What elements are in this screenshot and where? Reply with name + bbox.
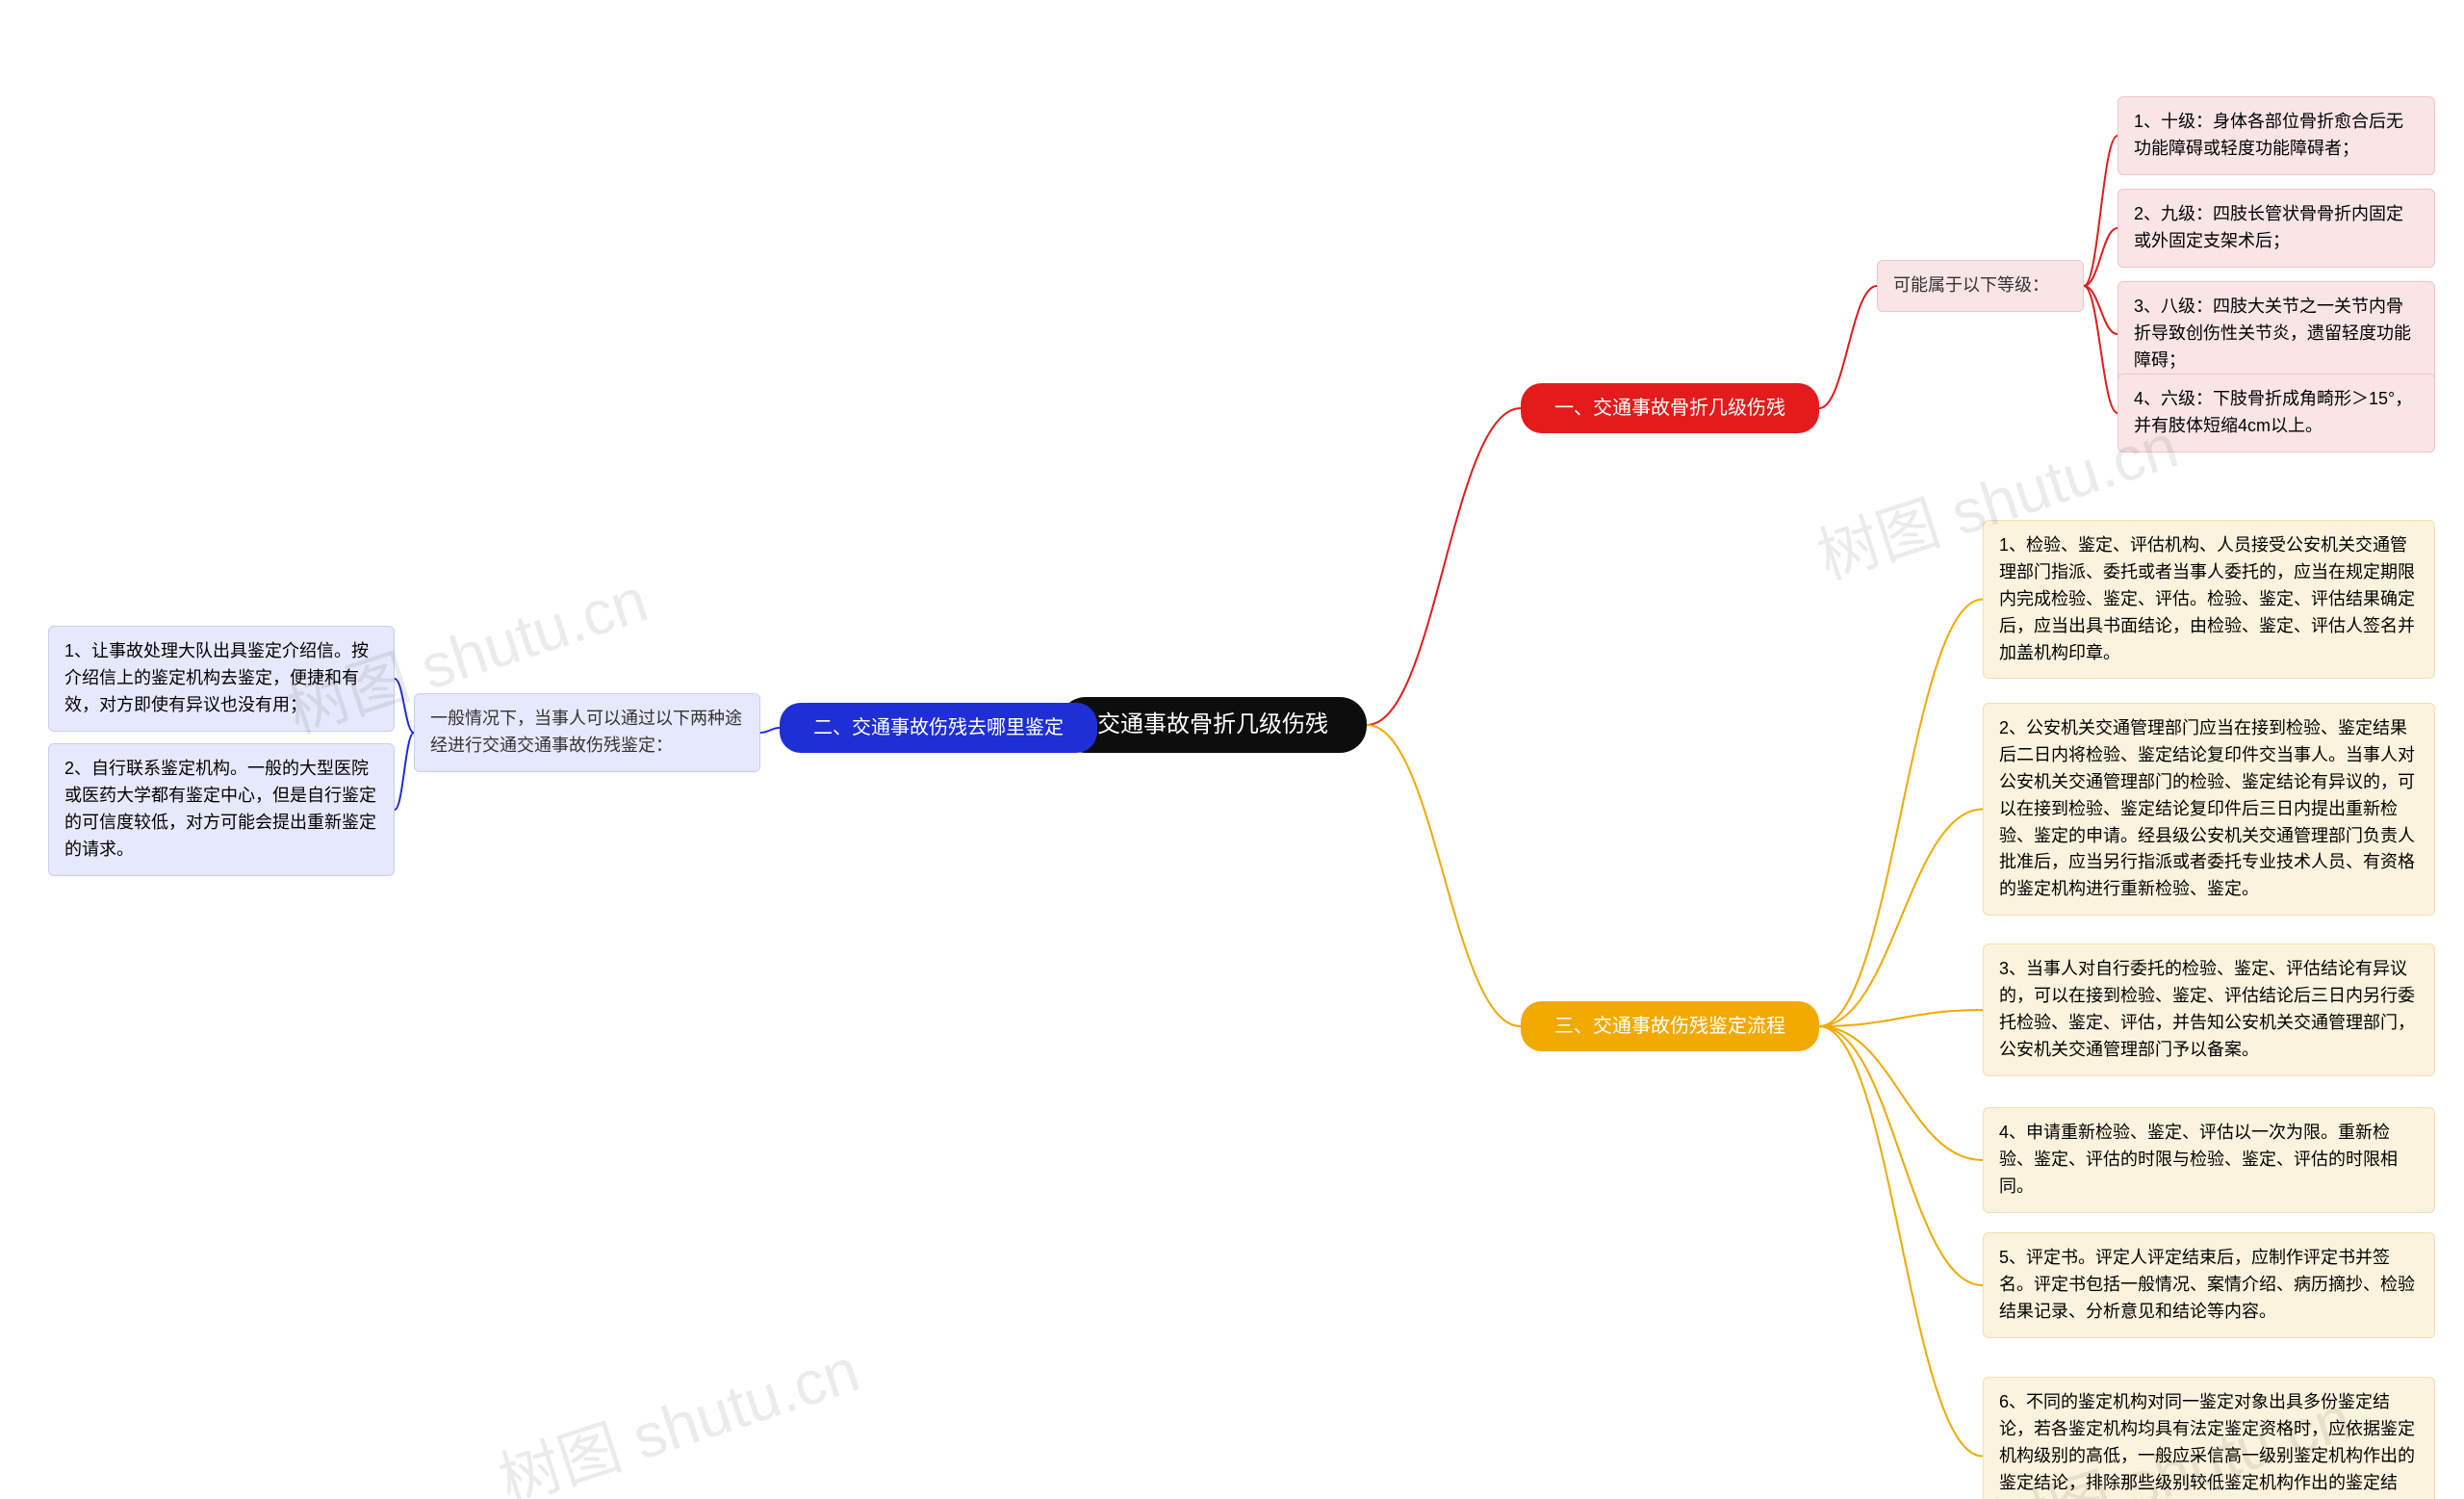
branch-1-node[interactable]: 一、交通事故骨折几级伤残 (1521, 383, 1819, 433)
branch-2-sub-node[interactable]: 一般情况下，当事人可以通过以下两种途经进行交通交通事故伤残鉴定： (414, 693, 760, 772)
leaf-text: 4、六级：下肢骨折成角畸形＞15°，并有肢体短缩4cm以上。 (2134, 389, 2412, 435)
branch-3-leaf-4[interactable]: 4、申请重新检验、鉴定、评估以一次为限。重新检验、鉴定、评估的时限与检验、鉴定、… (1983, 1107, 2435, 1213)
branch-3-node[interactable]: 三、交通事故伤残鉴定流程 (1521, 1001, 1819, 1051)
leaf-text: 1、十级：身体各部位骨折愈合后无功能障碍或轻度功能障碍者； (2134, 112, 2403, 158)
branch-2-leaf-2[interactable]: 2、自行联系鉴定机构。一般的大型医院或医药大学都有鉴定中心，但是自行鉴定的可信度… (48, 743, 395, 876)
branch-1-sub-label: 可能属于以下等级： (1893, 275, 2049, 295)
leaf-text: 5、评定书。评定人评定结束后，应制作评定书并签名。评定书包括一般情况、案情介绍、… (1999, 1248, 2415, 1321)
branch-1-leaf-4[interactable]: 4、六级：下肢骨折成角畸形＞15°，并有肢体短缩4cm以上。 (2118, 374, 2435, 452)
leaf-text: 2、自行联系鉴定机构。一般的大型医院或医药大学都有鉴定中心，但是自行鉴定的可信度… (64, 759, 376, 859)
branch-1-leaf-2[interactable]: 2、九级：四肢长管状骨骨折内固定或外固定支架术后； (2118, 189, 2435, 268)
leaf-text: 2、公安机关交通管理部门应当在接到检验、鉴定结果后二日内将检验、鉴定结论复印件交… (1999, 718, 2415, 898)
leaf-text: 6、不同的鉴定机构对同一鉴定对象出具多份鉴定结论，若各鉴定机构均具有法定鉴定资格… (1999, 1392, 2415, 1499)
branch-2-leaf-1[interactable]: 1、让事故处理大队出具鉴定介绍信。按介绍信上的鉴定机构去鉴定，便捷和有效，对方即… (48, 626, 395, 732)
leaf-text: 4、申请重新检验、鉴定、评估以一次为限。重新检验、鉴定、评估的时限与检验、鉴定、… (1999, 1123, 2398, 1196)
leaf-text: 1、检验、鉴定、评估机构、人员接受公安机关交通管理部门指派、委托或者当事人委托的… (1999, 535, 2415, 662)
branch-3-label: 三、交通事故伤残鉴定流程 (1554, 1011, 1785, 1042)
branch-3-leaf-1[interactable]: 1、检验、鉴定、评估机构、人员接受公安机关交通管理部门指派、委托或者当事人委托的… (1983, 520, 2435, 679)
leaf-text: 1、让事故处理大队出具鉴定介绍信。按介绍信上的鉴定机构去鉴定，便捷和有效，对方即… (64, 641, 369, 714)
branch-2-node[interactable]: 二、交通事故伤残去哪里鉴定 (780, 703, 1097, 753)
root-label: 交通事故骨折几级伤残 (1097, 707, 1328, 743)
branch-3-leaf-3[interactable]: 3、当事人对自行委托的检验、鉴定、评估结论有异议的，可以在接到检验、鉴定、评估结… (1983, 943, 2435, 1076)
watermark-text: 树图 shutu.cn (486, 1321, 868, 1499)
root-node[interactable]: 交通事故骨折几级伤残 (1059, 697, 1367, 753)
branch-3-leaf-5[interactable]: 5、评定书。评定人评定结束后，应制作评定书并签名。评定书包括一般情况、案情介绍、… (1983, 1232, 2435, 1338)
leaf-text: 2、九级：四肢长管状骨骨折内固定或外固定支架术后； (2134, 204, 2403, 250)
branch-3-leaf-2[interactable]: 2、公安机关交通管理部门应当在接到检验、鉴定结果后二日内将检验、鉴定结论复印件交… (1983, 703, 2435, 916)
branch-3-leaf-6[interactable]: 6、不同的鉴定机构对同一鉴定对象出具多份鉴定结论，若各鉴定机构均具有法定鉴定资格… (1983, 1377, 2435, 1499)
leaf-text: 3、八级：四肢大关节之一关节内骨折导致创伤性关节炎，遗留轻度功能障碍； (2134, 297, 2411, 370)
branch-1-label: 一、交通事故骨折几级伤残 (1554, 393, 1785, 424)
branch-2-sub-label: 一般情况下，当事人可以通过以下两种途经进行交通交通事故伤残鉴定： (430, 709, 742, 755)
leaf-text: 3、当事人对自行委托的检验、鉴定、评估结论有异议的，可以在接到检验、鉴定、评估结… (1999, 959, 2415, 1059)
branch-2-label: 二、交通事故伤残去哪里鉴定 (813, 712, 1064, 743)
branch-1-leaf-1[interactable]: 1、十级：身体各部位骨折愈合后无功能障碍或轻度功能障碍者； (2118, 96, 2435, 175)
branch-1-leaf-3[interactable]: 3、八级：四肢大关节之一关节内骨折导致创伤性关节炎，遗留轻度功能障碍； (2118, 281, 2435, 387)
branch-1-sub-node[interactable]: 可能属于以下等级： (1877, 260, 2084, 312)
